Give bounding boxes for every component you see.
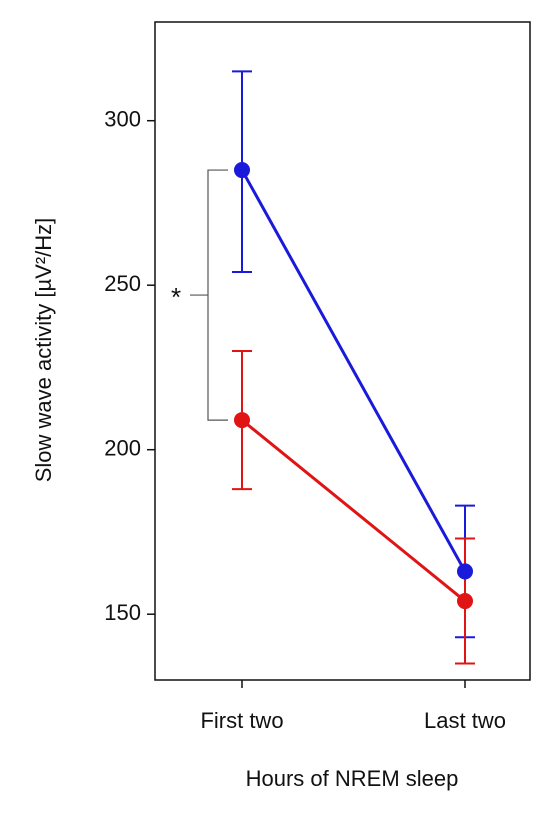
data-point [457,563,473,580]
data-point [457,593,473,610]
y-tick-label: 200 [104,436,141,461]
x-tick-label: Last two [424,708,506,733]
data-point [234,412,250,429]
series-line [241,418,466,603]
y-tick-label: 300 [104,107,141,132]
y-tick-label: 250 [104,271,141,296]
plot-frame [154,21,531,681]
y-tick-label: 150 [104,600,141,625]
x-tick-label: First two [200,708,283,733]
significance-star: * [171,282,181,312]
data-point [234,162,250,179]
significance-bracket [190,169,228,421]
x-axis-label: Hours of NREM sleep [246,766,459,791]
y-axis-label: Slow wave activity [µV²/Hz] [31,218,56,483]
series-line [240,169,467,573]
